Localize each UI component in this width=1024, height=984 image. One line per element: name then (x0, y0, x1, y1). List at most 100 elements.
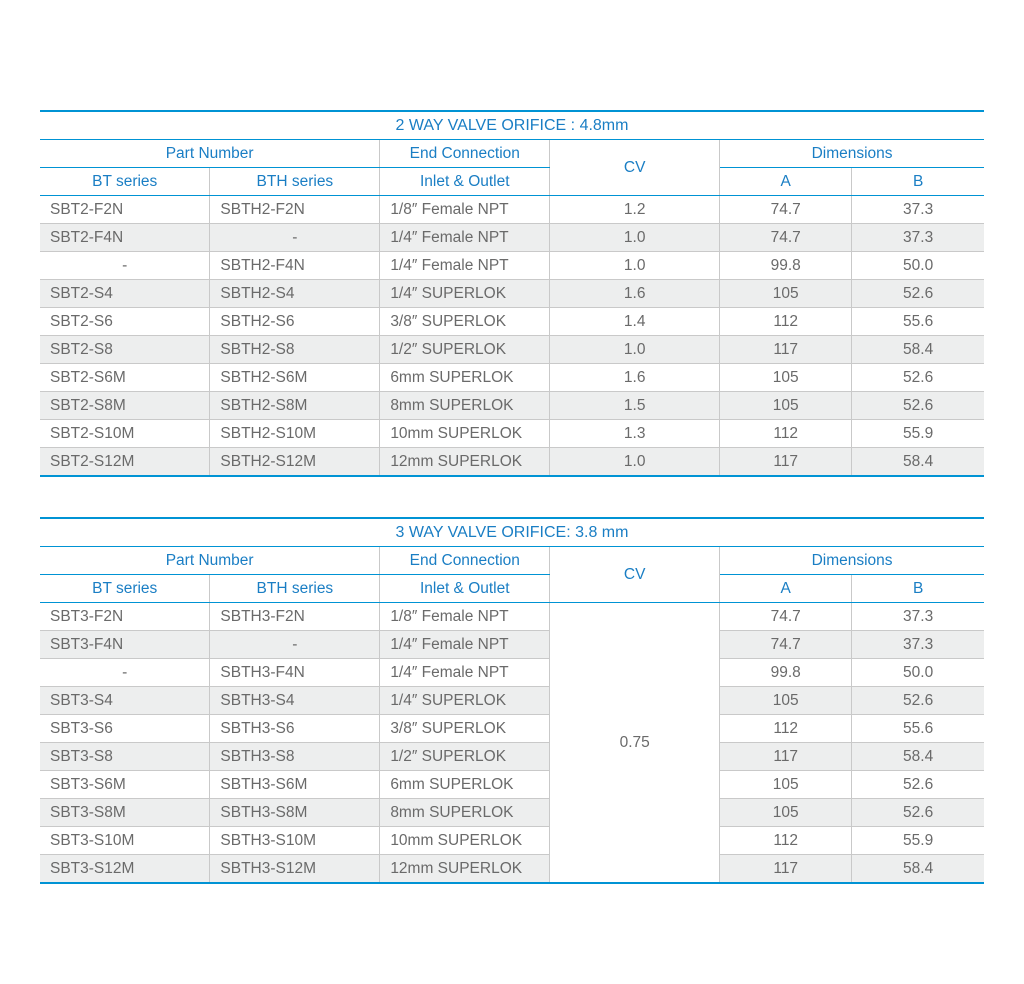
cell-connection: 12mm SUPERLOK (380, 448, 550, 477)
cell-bth: SBTH2-F2N (210, 196, 380, 224)
table-row: SBT2-S6MSBTH2-S6M6mm SUPERLOK1.610552.6 (40, 364, 984, 392)
header-dim-a: A (720, 168, 852, 196)
header-dimensions: Dimensions (720, 547, 984, 575)
spec-table: 3 WAY VALVE ORIFICE: 3.8 mmPart NumberEn… (40, 517, 984, 884)
header-bt-series: BT series (40, 168, 210, 196)
cell-bth: - (210, 631, 380, 659)
cell-bt: SBT3-S8M (40, 799, 210, 827)
cell-connection: 8mm SUPERLOK (380, 799, 550, 827)
cell-connection: 8mm SUPERLOK (380, 392, 550, 420)
cell-dim-b: 37.3 (852, 196, 984, 224)
cell-connection: 1/2″ SUPERLOK (380, 336, 550, 364)
cell-cv: 1.6 (550, 364, 720, 392)
header-part-number: Part Number (40, 140, 380, 168)
cell-cv: 1.2 (550, 196, 720, 224)
cell-dim-b: 52.6 (852, 799, 984, 827)
cell-bt: SBT2-S8 (40, 336, 210, 364)
cell-connection: 1/8″ Female NPT (380, 196, 550, 224)
cell-connection: 1/4″ Female NPT (380, 224, 550, 252)
cell-cv: 1.6 (550, 280, 720, 308)
header-bth-series: BTH series (210, 168, 380, 196)
cell-dim-b: 55.6 (852, 308, 984, 336)
cell-cv: 1.5 (550, 392, 720, 420)
cell-cv: 1.0 (550, 252, 720, 280)
cell-dim-a: 99.8 (720, 659, 852, 687)
cell-bt: SBT2-S4 (40, 280, 210, 308)
cell-dim-b: 58.4 (852, 448, 984, 477)
table-row: SBT3-S6MSBTH3-S6M6mm SUPERLOK10552.6 (40, 771, 984, 799)
cell-dim-b: 55.6 (852, 715, 984, 743)
cell-dim-a: 105 (720, 799, 852, 827)
header-bth-series: BTH series (210, 575, 380, 603)
table-row: SBT3-S8MSBTH3-S8M8mm SUPERLOK10552.6 (40, 799, 984, 827)
cell-bth: SBTH3-F4N (210, 659, 380, 687)
table-row: SBT3-F4N-1/4″ Female NPT74.737.3 (40, 631, 984, 659)
cell-dim-a: 112 (720, 715, 852, 743)
cell-bt: SBT3-F4N (40, 631, 210, 659)
table-row: SBT3-S8SBTH3-S81/2″ SUPERLOK11758.4 (40, 743, 984, 771)
cell-dim-b: 58.4 (852, 743, 984, 771)
cell-cv: 1.4 (550, 308, 720, 336)
cell-dim-a: 117 (720, 743, 852, 771)
cell-connection: 12mm SUPERLOK (380, 855, 550, 884)
cell-dim-a: 74.7 (720, 603, 852, 631)
cell-dim-b: 37.3 (852, 631, 984, 659)
cell-dim-b: 52.6 (852, 364, 984, 392)
table-row: SBT2-F2NSBTH2-F2N1/8″ Female NPT1.274.73… (40, 196, 984, 224)
cell-connection: 6mm SUPERLOK (380, 364, 550, 392)
cell-connection: 3/8″ SUPERLOK (380, 715, 550, 743)
cell-dim-a: 105 (720, 280, 852, 308)
cell-dim-b: 55.9 (852, 827, 984, 855)
cell-bt: SBT3-S10M (40, 827, 210, 855)
cell-dim-a: 105 (720, 364, 852, 392)
cell-bt: SBT3-S12M (40, 855, 210, 884)
header-dim-a: A (720, 575, 852, 603)
table-row: SBT3-S4SBTH3-S41/4″ SUPERLOK10552.6 (40, 687, 984, 715)
cell-bt: SBT3-F2N (40, 603, 210, 631)
cell-dim-a: 74.7 (720, 224, 852, 252)
table-row: SBT2-S10MSBTH2-S10M10mm SUPERLOK1.311255… (40, 420, 984, 448)
cell-dim-b: 52.6 (852, 392, 984, 420)
cell-cv: 1.0 (550, 336, 720, 364)
cell-bt: - (40, 252, 210, 280)
cell-connection: 1/4″ Female NPT (380, 659, 550, 687)
table-row: SBT3-S10MSBTH3-S10M10mm SUPERLOK11255.9 (40, 827, 984, 855)
cell-dim-b: 37.3 (852, 603, 984, 631)
cell-dim-b: 52.6 (852, 687, 984, 715)
cell-dim-a: 105 (720, 687, 852, 715)
cell-bth: SBTH2-S4 (210, 280, 380, 308)
cell-bth: SBTH3-S8 (210, 743, 380, 771)
table-row: SBT2-F4N-1/4″ Female NPT1.074.737.3 (40, 224, 984, 252)
cell-bth: SBTH2-S8 (210, 336, 380, 364)
spec-table: 2 WAY VALVE ORIFICE : 4.8mmPart NumberEn… (40, 110, 984, 477)
cell-bt: SBT3-S4 (40, 687, 210, 715)
page: 2 WAY VALVE ORIFICE : 4.8mmPart NumberEn… (0, 0, 1024, 984)
table-row: SBT3-F2NSBTH3-F2N1/8″ Female NPT0.7574.7… (40, 603, 984, 631)
header-inlet-outlet: Inlet & Outlet (380, 575, 550, 603)
cell-bt: SBT2-S6 (40, 308, 210, 336)
cell-bt: SBT3-S6 (40, 715, 210, 743)
table-row: SBT3-S6SBTH3-S63/8″ SUPERLOK11255.6 (40, 715, 984, 743)
cell-bth: - (210, 224, 380, 252)
cell-bth: SBTH3-S12M (210, 855, 380, 884)
table-title: 3 WAY VALVE ORIFICE: 3.8 mm (40, 518, 984, 547)
cell-bth: SBTH3-F2N (210, 603, 380, 631)
cell-dim-b: 37.3 (852, 224, 984, 252)
cell-bth: SBTH2-S6 (210, 308, 380, 336)
cell-cv: 1.0 (550, 448, 720, 477)
cell-dim-b: 50.0 (852, 252, 984, 280)
cell-dim-b: 52.6 (852, 280, 984, 308)
cell-bth: SBTH2-S12M (210, 448, 380, 477)
cell-dim-a: 112 (720, 420, 852, 448)
table-row: SBT2-S8MSBTH2-S8M8mm SUPERLOK1.510552.6 (40, 392, 984, 420)
cell-bt: - (40, 659, 210, 687)
header-cv: CV (550, 140, 720, 196)
cell-connection: 1/2″ SUPERLOK (380, 743, 550, 771)
table-row: -SBTH3-F4N1/4″ Female NPT99.850.0 (40, 659, 984, 687)
cell-connection: 1/8″ Female NPT (380, 603, 550, 631)
table-row: SBT2-S12MSBTH2-S12M12mm SUPERLOK1.011758… (40, 448, 984, 477)
header-cv: CV (550, 547, 720, 603)
cell-dim-a: 112 (720, 308, 852, 336)
cell-connection: 1/4″ SUPERLOK (380, 280, 550, 308)
header-dim-b: B (852, 168, 984, 196)
